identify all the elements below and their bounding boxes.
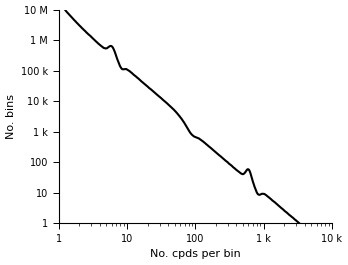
Y-axis label: No. bins: No. bins — [6, 94, 16, 139]
X-axis label: No. cpds per bin: No. cpds per bin — [150, 249, 241, 259]
